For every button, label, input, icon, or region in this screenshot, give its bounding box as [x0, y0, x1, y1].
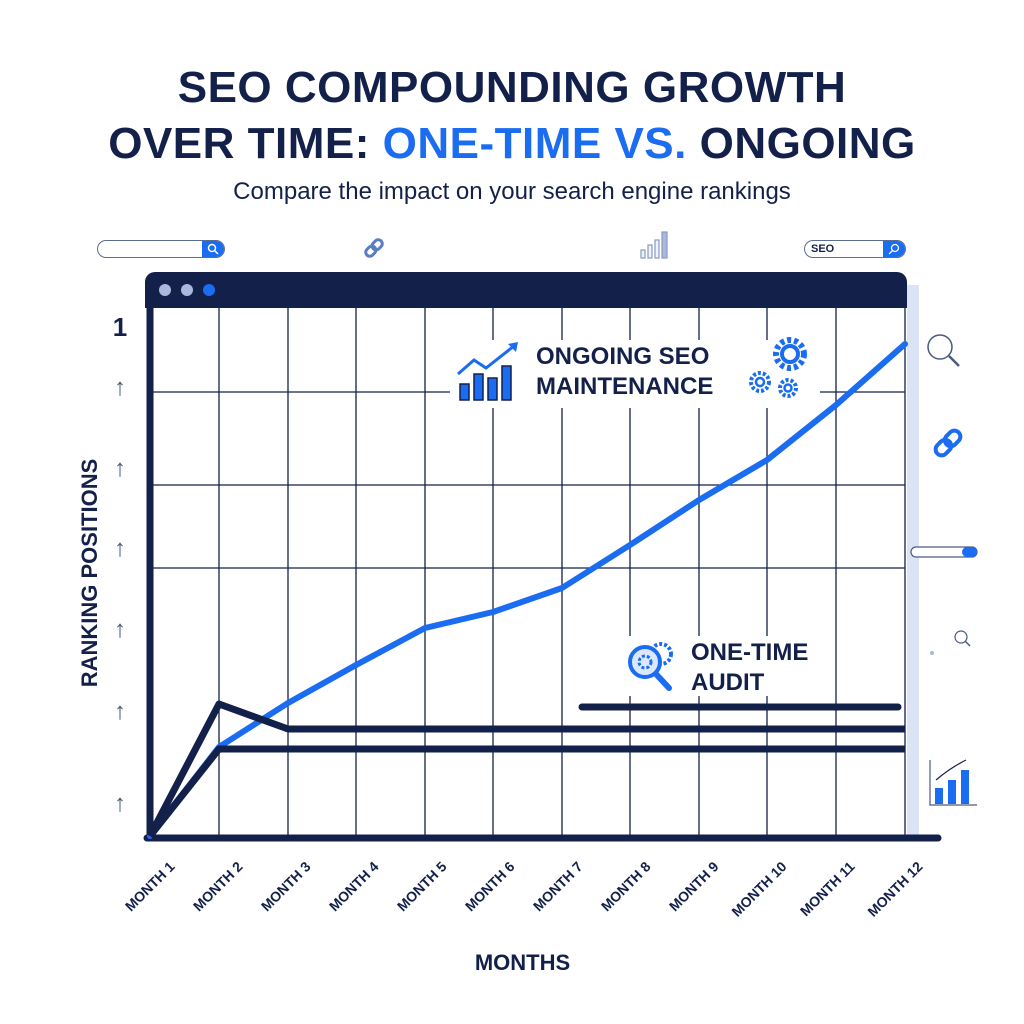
x-axis-label: MONTHS	[474, 950, 571, 975]
up-arrow-icon: ↑	[114, 374, 126, 401]
gears-icon	[749, 337, 807, 398]
audit-magnifier-gear-icon	[628, 642, 673, 691]
window-dot[interactable]	[181, 284, 193, 296]
up-arrow-icon: ↑	[114, 698, 126, 725]
window-dot[interactable]	[203, 284, 215, 296]
title-accent: ONE-TIME VS.	[382, 119, 687, 168]
search-bar-text: SEO	[811, 243, 835, 255]
y-axis-label: RANKING POSITIONS	[77, 458, 102, 688]
title-line-2: OVER TIME: ONE-TIME VS. ONGOING	[0, 118, 1024, 170]
one-time-label: ONE-TIME AUDIT	[691, 638, 808, 698]
ongoing-label-line2: MAINTENANCE	[536, 373, 714, 400]
search-bar-left[interactable]	[97, 240, 225, 258]
y-tick-top: 1	[112, 312, 128, 342]
ongoing-annotation: ONGOING SEO MAINTENANCE	[450, 337, 820, 408]
one-time-label-line2: AUDIT	[691, 669, 765, 696]
search-icon[interactable]	[883, 241, 905, 257]
search-icon[interactable]	[202, 241, 224, 257]
up-arrow-icon: ↑	[114, 790, 126, 817]
subtitle: Compare the impact on your search engine…	[233, 178, 791, 205]
window-titlebar	[145, 272, 907, 308]
up-arrow-icon: ↑	[114, 616, 126, 643]
title-prefix: OVER TIME:	[108, 119, 383, 168]
one-time-annotation: ONE-TIME AUDIT	[625, 636, 835, 696]
up-arrow-icon: ↑	[114, 455, 126, 482]
window-dot[interactable]	[159, 284, 171, 296]
ongoing-label-line1: ONGOING SEO	[536, 343, 710, 370]
one-time-label-line1: ONE-TIME	[691, 639, 809, 666]
ongoing-label: ONGOING SEO MAINTENANCE	[536, 342, 713, 402]
window-shadow	[907, 285, 919, 840]
title-suffix: ONGOING	[686, 119, 916, 168]
one-time-audit-peak-line	[146, 700, 905, 838]
one-time-audit-baseline-line	[147, 745, 905, 839]
ongoing-seo-line	[147, 341, 908, 839]
title-line-1: SEO COMPOUNDING GROWTH	[177, 63, 847, 112]
up-arrow-icon: ↑	[114, 535, 126, 562]
growth-chart-icon	[457, 342, 518, 401]
search-bar-right[interactable]: SEO	[804, 240, 906, 258]
